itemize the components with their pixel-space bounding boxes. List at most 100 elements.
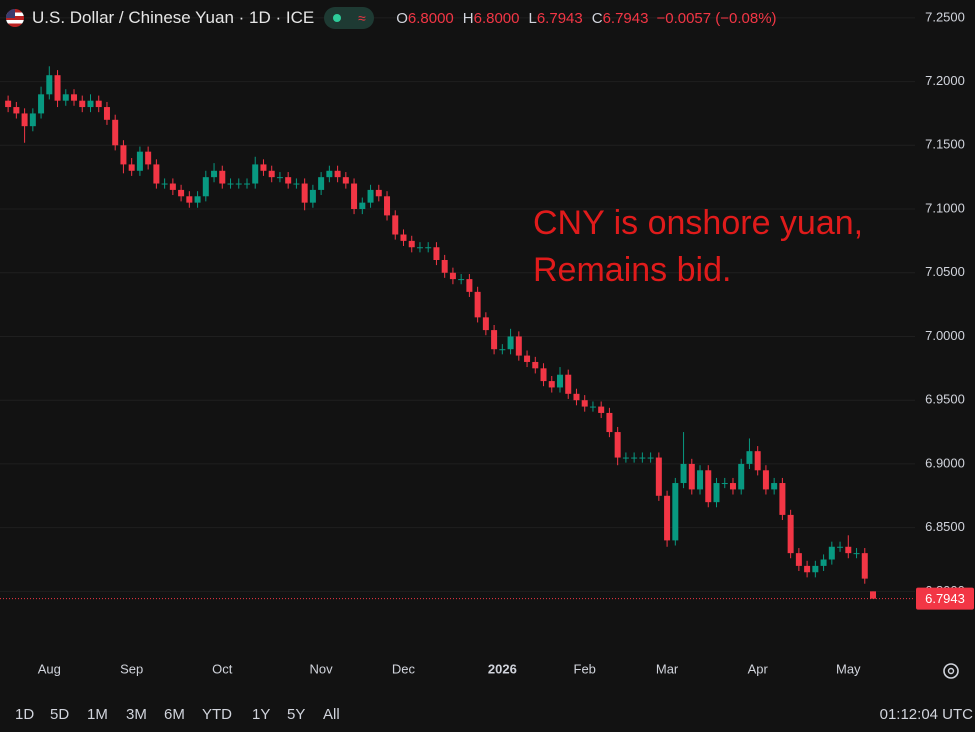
candle-body [235,183,242,185]
candle-body [647,457,654,459]
candle-body [351,183,358,210]
annotation-line: Remains bid. [533,251,731,289]
candle-body [441,260,448,273]
candle-body [359,202,366,210]
status-dot [332,14,341,22]
candle-body [71,94,78,101]
candle-body [128,164,135,171]
range-button[interactable]: 1D [15,706,35,723]
last-price-label: 6.7943 [925,591,965,606]
candle-body [318,177,325,190]
candle-body [507,336,514,350]
candle-body [680,463,687,484]
y-tick-label: 7.1500 [925,137,965,152]
candle-body [524,355,531,362]
ohlc-value: 6.8000 [407,9,454,27]
candle-body [112,119,119,146]
candle-body [870,591,877,599]
candle-body [194,196,201,203]
ohlc-value: 6.7943 [602,9,649,27]
ohlc-key: C [591,9,603,27]
candle-body [13,107,20,114]
candle-body [532,361,539,369]
status-wave: ≈ [357,10,366,26]
ohlc-key: L [528,9,537,27]
y-tick-label: 7.1000 [925,200,965,215]
candle-body [29,113,36,127]
candle-body [301,183,308,203]
ohlc-key: O [396,9,408,27]
range-button[interactable]: YTD [202,706,232,723]
candle-body [87,100,94,108]
candle-body [384,196,391,216]
range-button[interactable]: 6M [164,706,185,723]
settings-icon-core[interactable] [947,667,955,675]
candle-body [581,400,588,407]
range-button[interactable]: All [323,706,340,723]
range-button[interactable]: 1M [87,706,108,723]
candle-body [79,100,86,108]
range-button[interactable]: 5D [50,706,70,723]
header: U.S. Dollar / Chinese Yuan · 1D · ICE ≈ … [6,6,777,30]
candle-body [392,215,399,235]
candle-body [449,272,456,280]
range-button[interactable]: 3M [126,706,147,723]
candle-body [672,483,679,541]
candle-body [161,183,168,185]
candle-body [145,151,152,165]
symbol-flag [6,9,24,27]
candle-body [252,164,259,184]
candle-body [103,107,110,120]
annotation-line: CNY is onshore yuan, [533,204,863,242]
candle-body [474,291,481,318]
candle-body [812,565,819,573]
candle-body [713,483,720,503]
candle-body [169,183,176,190]
candle-body [46,75,53,95]
settings-icon[interactable] [943,663,959,679]
candle-body [771,483,778,490]
candle-body [136,151,143,171]
candle-body [309,189,316,203]
y-tick-label: 6.9500 [925,392,965,407]
y-tick-label: 6.9000 [925,455,965,470]
x-tick-label: Apr [748,661,769,676]
candle-body [227,183,234,185]
candle-body [565,374,572,394]
x-tick-label: May [836,661,861,676]
candle-body [293,183,300,185]
candle-body [598,406,605,413]
candle-body [738,463,745,490]
candle-body [853,553,860,555]
ohlc-value: 6.8000 [473,9,520,27]
candle-body [861,553,868,579]
candle-body [837,546,844,548]
candle-body [779,483,786,515]
candle-body [697,470,704,490]
candle-body [548,381,555,388]
candle-body [5,100,12,108]
candle-body [589,406,596,408]
x-tick-label: Nov [310,661,334,676]
candle-body [664,495,671,541]
ohlc-value: 6.7943 [536,9,583,27]
y-tick-label: 7.0000 [925,328,965,343]
candle-body [820,559,827,566]
change: −0.0057 (−0.08%) [656,9,777,27]
status-pill[interactable]: ≈ [324,7,375,29]
range-button[interactable]: 1Y [252,706,271,723]
candle-body [95,100,102,108]
candle-body [655,457,662,496]
candle-body [416,247,423,249]
candle-body [622,457,629,459]
candle-body [38,94,45,114]
candle-body [153,164,160,184]
range-button[interactable]: 5Y [287,706,306,723]
settings-button[interactable] [943,663,959,679]
candle-body [491,330,498,350]
candle-body [458,279,465,281]
candle-body [285,177,292,184]
candle-body [326,170,333,178]
